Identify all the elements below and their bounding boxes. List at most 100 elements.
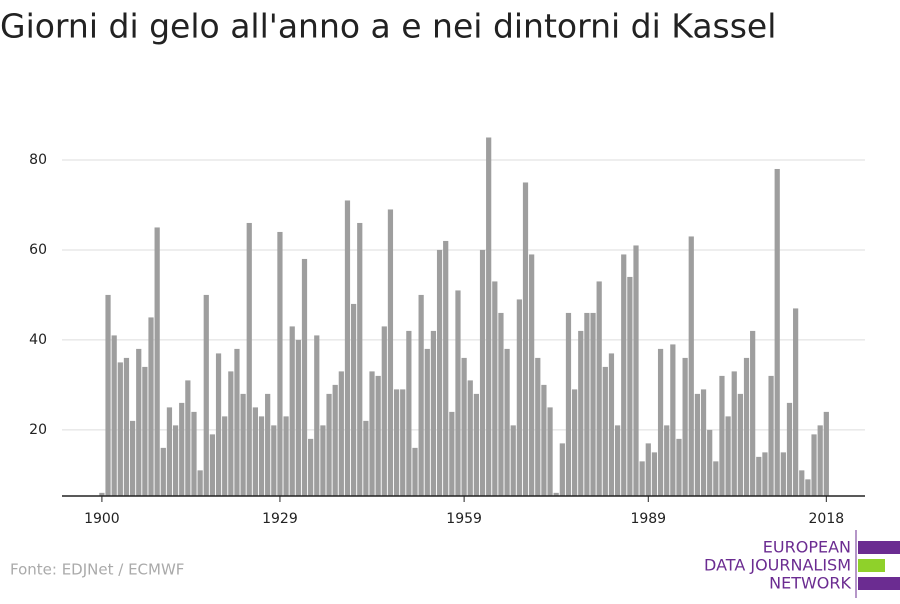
logo-bar (858, 541, 900, 554)
bar (357, 222, 363, 496)
bar (283, 416, 289, 496)
bar (111, 335, 117, 496)
bar (228, 371, 234, 496)
x-tick-label: 1989 (630, 511, 666, 527)
bar (258, 416, 265, 496)
bar (99, 492, 105, 496)
bar (400, 389, 406, 496)
bar (535, 357, 541, 496)
bar (694, 393, 701, 496)
bar (823, 411, 829, 496)
bar (737, 393, 743, 496)
x-tick-label: 2018 (809, 511, 845, 527)
bar (314, 335, 320, 496)
bar (246, 222, 252, 496)
bar (817, 425, 823, 496)
bar (172, 425, 179, 496)
bar (614, 425, 621, 496)
bar (645, 443, 651, 496)
bar (222, 416, 228, 496)
bar (510, 425, 516, 496)
bar (197, 470, 203, 496)
bar (743, 357, 750, 496)
bar (805, 479, 811, 496)
bar (363, 420, 369, 496)
bar (338, 371, 344, 496)
bar (436, 249, 443, 496)
bar (105, 294, 111, 496)
chart-title: Giorni di gelo all'anno a e nei dintorni… (0, 7, 776, 46)
bar (308, 438, 314, 496)
bar (455, 290, 461, 496)
bar (596, 281, 602, 496)
bar (516, 299, 522, 496)
bar (590, 312, 596, 496)
logo-text: DATA JOURNALISM (704, 556, 851, 575)
bar (295, 339, 301, 496)
bar (142, 366, 148, 496)
bar (657, 348, 664, 496)
bar (700, 389, 707, 496)
bar (725, 416, 731, 496)
bar (351, 303, 357, 496)
bar (670, 344, 676, 496)
bar (271, 425, 277, 496)
bar (504, 348, 510, 496)
bar (719, 375, 725, 496)
bar (234, 348, 240, 496)
bar (209, 434, 216, 496)
bar (473, 393, 480, 496)
bar (522, 182, 529, 496)
bar (430, 330, 437, 496)
bar (203, 294, 209, 496)
logo-text: EUROPEAN (763, 538, 851, 557)
bar (676, 438, 682, 496)
bar (424, 348, 430, 496)
bar (326, 393, 332, 496)
bar (332, 384, 338, 496)
bar (627, 276, 633, 496)
logo-bar (858, 577, 900, 590)
bar (449, 411, 455, 496)
bar (289, 326, 295, 496)
bar (344, 200, 351, 496)
bar (117, 362, 123, 496)
bar (633, 245, 639, 496)
bar (185, 380, 191, 496)
bar (215, 353, 222, 496)
bar (731, 371, 737, 496)
y-tick-label: 80 (29, 152, 47, 168)
bar (148, 317, 154, 496)
bar (320, 425, 326, 496)
bar (486, 137, 492, 496)
bar (301, 258, 308, 496)
bar (541, 384, 547, 496)
bar (393, 389, 400, 496)
bar (240, 393, 246, 496)
bar (608, 353, 615, 496)
bar (572, 389, 578, 496)
x-tick-label: 1959 (446, 511, 482, 527)
bar (252, 407, 258, 496)
y-tick-label: 60 (29, 242, 47, 258)
bar (602, 366, 608, 496)
source: Fonte: EDJNet / ECMWF (10, 561, 184, 579)
bar (762, 452, 768, 496)
bar (664, 425, 670, 496)
bar (621, 254, 627, 496)
bar (492, 281, 498, 496)
bar (160, 447, 166, 496)
bar (768, 375, 774, 496)
bar (412, 447, 418, 496)
logo-bar (858, 559, 885, 572)
bar (750, 330, 756, 496)
bar (369, 371, 375, 496)
bar (559, 443, 565, 496)
bar (191, 411, 197, 496)
bar (381, 326, 387, 496)
bar (129, 420, 136, 496)
bar (578, 330, 584, 496)
bar (547, 407, 553, 496)
bar (375, 375, 381, 496)
bar (443, 240, 449, 496)
